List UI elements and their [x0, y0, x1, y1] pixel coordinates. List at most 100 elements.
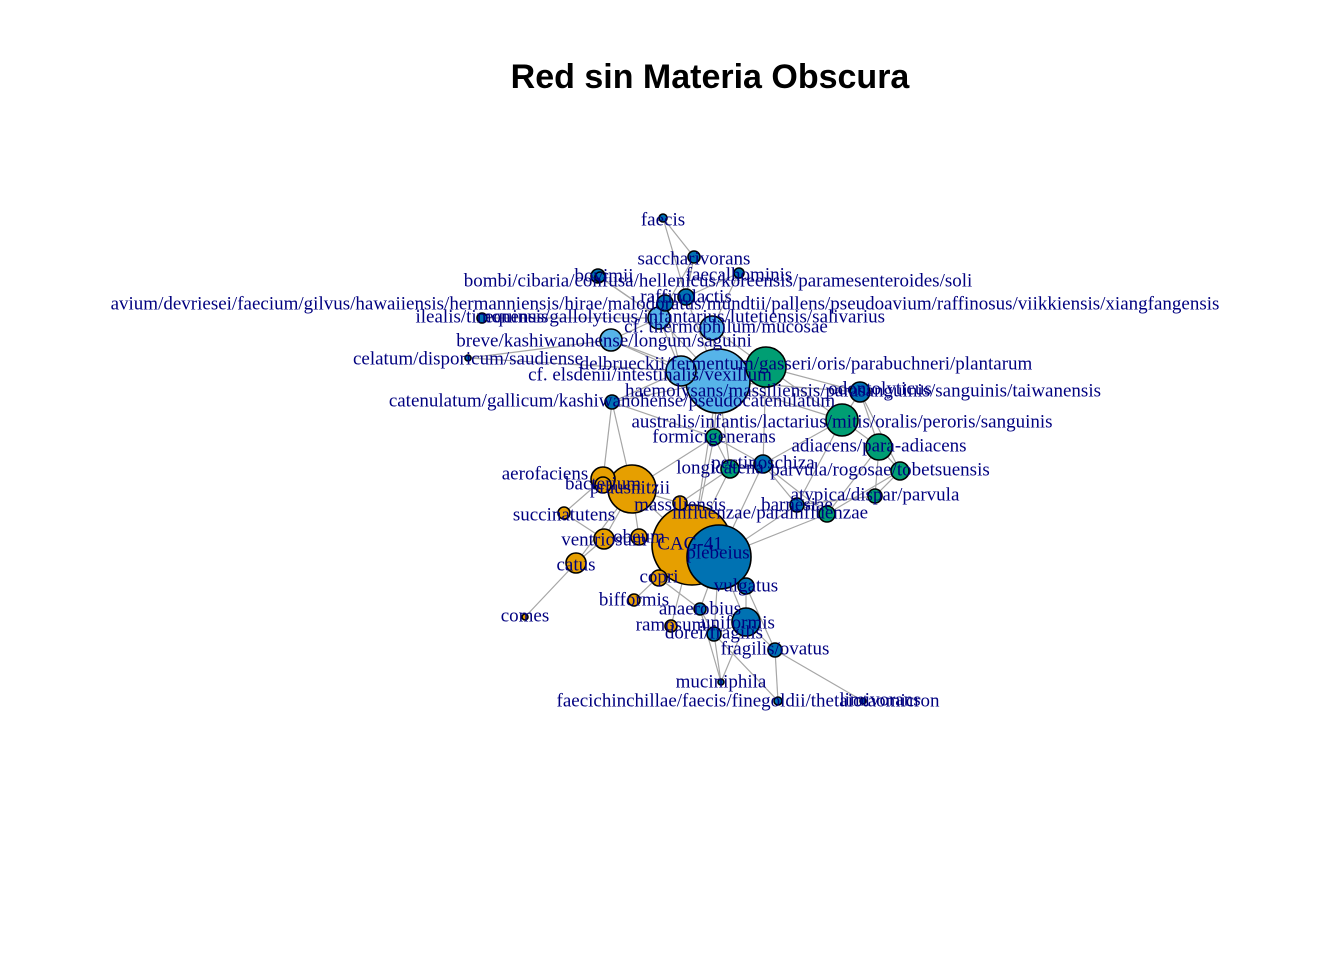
edge [524, 562, 577, 618]
edge [467, 357, 682, 372]
node-n13 [745, 346, 787, 388]
node-label: faecalhominis [686, 264, 793, 285]
node-label: aerofaciens [502, 463, 589, 484]
node-n16 [604, 394, 620, 410]
node-n22 [753, 454, 773, 474]
node-n45 [767, 642, 783, 658]
node-label: bombi/cibaria/confusa/hellenicus/koreens… [464, 270, 973, 291]
node-label: faecichinchillae/faecis/finegoldii/theta… [557, 690, 940, 711]
node-n39 [521, 613, 529, 621]
node-label: cf. thermophilum/mucosae [624, 316, 828, 337]
node-label: formicigenerans [652, 426, 775, 447]
edge [713, 633, 779, 702]
node-label: faecis [641, 209, 685, 230]
node-label: bifformis [599, 589, 669, 610]
node-label: saccharivorans [638, 248, 751, 269]
label-layer: faecis saccharivoransfaecalhominisbombi/c… [111, 209, 1220, 711]
edge [467, 339, 612, 359]
node-n6 [677, 288, 695, 306]
node-n8 [476, 312, 488, 324]
node-n47 [773, 696, 783, 706]
node-n41 [693, 602, 707, 616]
edge [826, 470, 901, 515]
node-label: odontolyticus [828, 378, 931, 399]
node-n20 [865, 433, 893, 461]
edge [662, 217, 687, 298]
node-label: raffinolactis [640, 286, 731, 307]
chart-title: Red sin Materia Obscura [510, 58, 910, 96]
node-label: longicatena [676, 457, 764, 478]
node-n2 [687, 250, 701, 264]
node-label: comes [501, 605, 550, 626]
node-n5 [594, 271, 606, 283]
node-label: influenzae/parainfluenzae [672, 502, 868, 523]
node-label: haemolysans/massiliensis/parasanguinis/s… [625, 380, 1101, 401]
node-n27 [867, 488, 883, 504]
node-label: limivorans [839, 689, 920, 710]
node-n11 [599, 328, 623, 352]
node-n37 [650, 569, 668, 587]
node-n21 [720, 459, 740, 479]
node-label: catenulatum/gallicum/kashiwanohense/pseu… [389, 390, 836, 411]
node-label: australis/infantis/lactarius/mitis/orali… [631, 411, 1052, 432]
node-label: cf. elsdenii/intestinalis/vexillum [528, 364, 772, 385]
node-label: copri [639, 566, 678, 587]
node-n1 [658, 213, 668, 223]
node-label: anaerobius [659, 598, 741, 619]
node-n7 [656, 294, 674, 312]
node-n23 [890, 461, 910, 481]
edge [859, 391, 901, 472]
node-label: prausnitzii [590, 477, 670, 498]
edge [611, 401, 715, 438]
node-n42 [731, 607, 761, 637]
node-layer [464, 213, 910, 706]
node-label: ilealis/timonensis [416, 306, 549, 327]
edge [679, 468, 731, 504]
node-n10 [699, 315, 725, 341]
edge [599, 276, 660, 319]
node-label: pectinoschiza [711, 452, 815, 473]
node-n36 [565, 552, 587, 574]
node-label: CAG-41 [657, 533, 722, 554]
edge [796, 495, 876, 506]
node-n30 [818, 505, 836, 523]
node-n19 [705, 428, 723, 446]
node-label: celatum/disporicum/saudiense [353, 348, 583, 369]
node-n17 [849, 381, 871, 403]
node-label: massiliensis [634, 494, 726, 515]
node-label: fragilis/ovatus [721, 638, 830, 659]
node-n28 [672, 495, 688, 511]
node-label: breve/kashiwanohense/longum/saguini [456, 330, 752, 351]
node-label: plebeius [686, 542, 749, 563]
node-label: delbrueckii/fermentum/gasseri/oris/parab… [580, 353, 1033, 374]
node-n18 [825, 403, 859, 437]
node-label: muciniphila [676, 671, 767, 692]
node-label: equinus/gallolyticus/infantarius/lutetie… [485, 306, 885, 327]
node-label: succinatutens [513, 504, 615, 525]
node-n33 [630, 528, 648, 546]
edge [745, 585, 776, 651]
node-label: uniformis [701, 612, 775, 633]
node-n35 [686, 524, 752, 590]
node-n40 [627, 593, 641, 607]
node-label: bacterium [565, 473, 641, 494]
edge [762, 463, 828, 515]
node-n44 [706, 626, 722, 642]
edge [826, 446, 880, 515]
node-n46 [717, 678, 725, 686]
node-n31 [557, 506, 571, 520]
edge [662, 217, 695, 258]
edge [713, 633, 722, 683]
node-label: obeum [613, 526, 665, 547]
edge [774, 649, 779, 702]
node-label: atypica/dispar/parvula [791, 484, 960, 505]
node-label: barnesiae [761, 494, 833, 515]
edge [774, 649, 864, 702]
node-n25 [594, 476, 612, 494]
node-n29 [789, 497, 805, 513]
node-label: ventriosum [561, 529, 647, 550]
node-n43 [664, 619, 678, 633]
node-label: parvula/rogosae/tobetsuensis [770, 459, 990, 480]
node-n12 [464, 354, 472, 362]
